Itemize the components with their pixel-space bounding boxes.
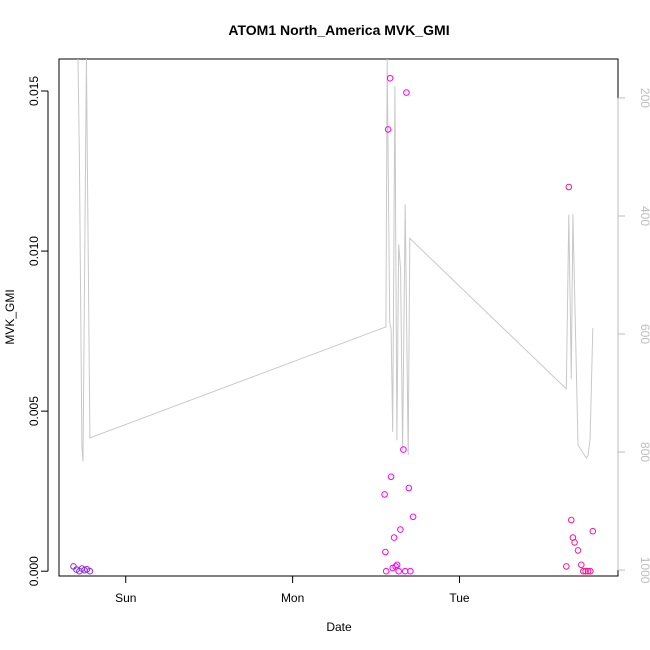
data-point (589, 527, 597, 535)
data-point (584, 567, 592, 575)
data-point (86, 567, 94, 575)
data-point (578, 561, 585, 569)
data-point (409, 513, 417, 521)
chart-title: ATOM1 North_America MVK_GMI (228, 22, 449, 38)
axes: 0.000 0.005 0.010 0.015 Sun Mon Tue 200 400 600 80… (27, 76, 650, 605)
data-point (400, 446, 407, 453)
plot-box (58, 58, 619, 577)
data-point (568, 516, 575, 524)
points-series (70, 74, 597, 575)
data-point (571, 539, 578, 546)
data-point (381, 491, 388, 498)
data-point (407, 567, 414, 575)
data-point (582, 567, 589, 575)
data-point (587, 567, 594, 575)
y-tick-label: 0.005 (27, 396, 41, 426)
y-tick-label: 0.015 (27, 76, 41, 106)
data-point (403, 89, 410, 96)
data-point (405, 484, 413, 492)
x-axis-label: Date (326, 620, 352, 634)
y2-tick-label: 1000 (638, 557, 650, 584)
line-path (77, 58, 594, 462)
x-tick-label: Sun (115, 591, 136, 605)
y-tick-label: 0.000 (27, 556, 41, 586)
data-point (382, 567, 390, 575)
y2-tick-label: 400 (638, 206, 650, 226)
y2-tick-label: 600 (638, 324, 650, 344)
data-point (565, 183, 573, 191)
data-point (563, 563, 570, 570)
data-point (384, 126, 392, 133)
data-point (386, 74, 394, 82)
data-point (395, 567, 403, 575)
data-point (390, 534, 398, 541)
data-point (397, 526, 404, 533)
data-point (393, 561, 401, 569)
data-point (580, 567, 587, 575)
line-series (77, 58, 594, 462)
x-tick-label: Tue (449, 591, 470, 605)
data-point (392, 563, 399, 570)
data-point (387, 473, 395, 481)
y-tick-label: 0.010 (27, 236, 41, 266)
y2-tick-label: 200 (638, 88, 650, 108)
data-point (382, 548, 389, 556)
data-point (574, 547, 582, 554)
y2-tick-label: 800 (638, 442, 650, 462)
x-tick-label: Mon (281, 591, 304, 605)
y-axis-label: MVK_GMI (3, 289, 17, 344)
